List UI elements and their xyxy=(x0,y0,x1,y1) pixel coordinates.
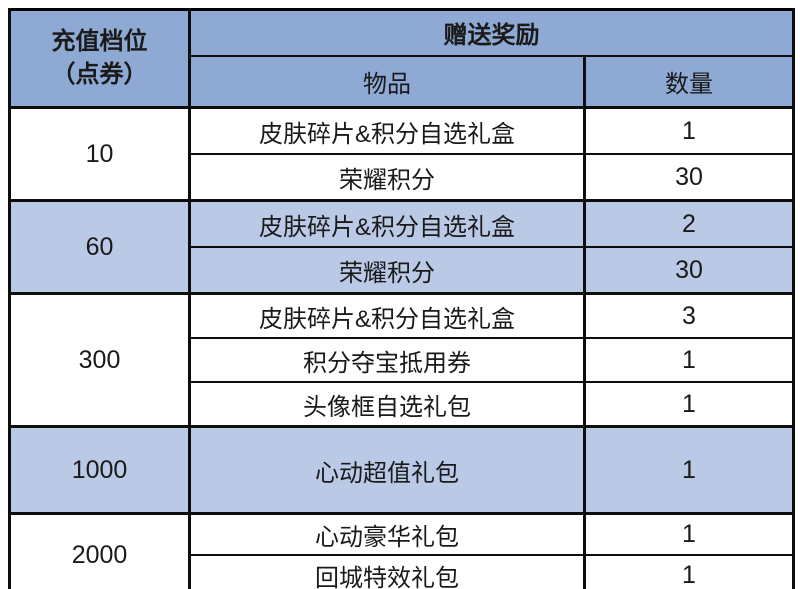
tier-header-line1: 充值档位 xyxy=(51,28,148,56)
reward-row-tier-10-1: 荣耀积分 30 xyxy=(10,153,795,202)
reward-row-tier-1000-0: 1000 心动超值礼包 1 xyxy=(8,425,795,515)
reward-item-cell: 头像框自选礼包 xyxy=(188,381,586,428)
reward-row-tier-300-1: 积分夺宝抵用券 1 xyxy=(10,337,795,383)
reward-item-cell: 皮肤碎片&积分自选礼盒 xyxy=(188,292,586,339)
reward-row-tier-300-2: 头像框自选礼包 1 xyxy=(10,381,795,428)
reward-row-tier-2000-1: 回城特效礼包 1 xyxy=(10,554,795,589)
tier-header-line2: （点券） xyxy=(51,60,148,88)
column-header-recharge-tier: 充值档位 （点券） xyxy=(8,8,191,109)
tier-cell-1000: 1000 xyxy=(8,425,191,515)
tier-cell-300: 300 xyxy=(8,292,191,428)
tier-cell-10: 10 xyxy=(8,106,191,202)
reward-row-tier-60-0: 60 皮肤碎片&积分自选礼盒 2 xyxy=(8,199,795,295)
reward-row-tier-10-0: 10 皮肤碎片&积分自选礼盒 1 xyxy=(8,106,795,202)
reward-quantity-cell: 1 xyxy=(583,425,795,515)
reward-item-cell: 荣耀积分 xyxy=(188,153,586,202)
reward-item-cell: 皮肤碎片&积分自选礼盒 xyxy=(188,199,586,248)
column-header-rewards: 赠送奖励 xyxy=(188,8,795,57)
reward-quantity-cell: 3 xyxy=(583,292,795,339)
reward-quantity-cell: 1 xyxy=(583,106,795,155)
table-header: 充值档位 （点券） 赠送奖励 物品 数量 xyxy=(8,8,795,109)
reward-row-tier-2000-0: 2000 心动豪华礼包 1 xyxy=(8,512,795,589)
reward-quantity-cell: 1 xyxy=(583,381,795,428)
reward-row-tier-60-1: 荣耀积分 30 xyxy=(10,246,795,295)
reward-item-cell: 皮肤碎片&积分自选礼盒 xyxy=(188,106,586,155)
table-body: 10 皮肤碎片&积分自选礼盒 1 荣耀积分 30 60 皮肤碎片&积分自选礼盒 2 荣耀积分 30… xyxy=(8,106,795,589)
column-header-quantity: 数量 xyxy=(583,54,795,109)
reward-item-cell: 回城特效礼包 xyxy=(188,554,586,589)
recharge-rewards-table: 充值档位 （点券） 赠送奖励 物品 数量 10 皮肤碎片&积分自选礼盒 1 荣耀积分 3… xyxy=(8,8,795,589)
header-row-top: 充值档位 （点券） 赠送奖励 xyxy=(8,8,795,109)
reward-item-cell: 心动豪华礼包 xyxy=(188,512,586,556)
reward-quantity-cell: 2 xyxy=(583,199,795,248)
column-header-item: 物品 xyxy=(188,54,586,109)
reward-item-cell: 心动超值礼包 xyxy=(188,425,586,515)
reward-item-cell: 积分夺宝抵用券 xyxy=(188,337,586,383)
reward-quantity-cell: 1 xyxy=(583,337,795,383)
header-row-sub: 物品 数量 xyxy=(10,54,795,109)
tier-cell-2000: 2000 xyxy=(8,512,191,589)
reward-quantity-cell: 1 xyxy=(583,512,795,556)
reward-quantity-cell: 30 xyxy=(583,153,795,202)
reward-quantity-cell: 1 xyxy=(583,554,795,589)
reward-quantity-cell: 30 xyxy=(583,246,795,295)
reward-row-tier-300-0: 300 皮肤碎片&积分自选礼盒 3 xyxy=(8,292,795,428)
tier-cell-60: 60 xyxy=(8,199,191,295)
reward-item-cell: 荣耀积分 xyxy=(188,246,586,295)
